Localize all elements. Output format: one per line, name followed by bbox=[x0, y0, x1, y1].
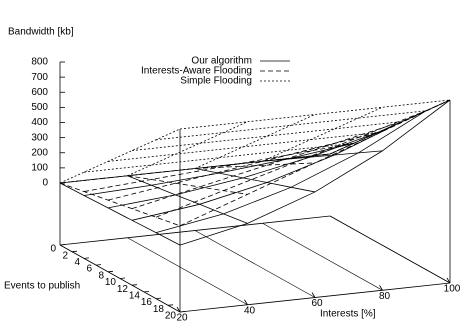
z-tick-label: 400 bbox=[31, 117, 48, 128]
x-tick bbox=[244, 299, 248, 305]
z-tick-label: 600 bbox=[31, 87, 48, 98]
z-tick-label: 200 bbox=[31, 147, 48, 158]
surface-row bbox=[155, 110, 427, 141]
y-tick-label: 20 bbox=[165, 311, 177, 322]
y-tick-label: 8 bbox=[98, 270, 104, 281]
y-tick bbox=[119, 277, 126, 279]
legend-label: Interests-Aware Flooding bbox=[141, 66, 252, 77]
chart-title: Bandwidth [kb] bbox=[8, 27, 74, 38]
y-tick-label: 16 bbox=[141, 297, 153, 308]
y-tick bbox=[155, 297, 162, 299]
surface-row bbox=[179, 99, 451, 130]
y-tick bbox=[107, 270, 114, 273]
grid-line bbox=[127, 237, 248, 306]
z-tick-label: 700 bbox=[31, 72, 48, 83]
y-tick-label: 10 bbox=[105, 277, 117, 288]
grid-line bbox=[194, 230, 316, 298]
surface-row bbox=[107, 132, 379, 209]
y-axis-label: Events to publish bbox=[4, 281, 80, 292]
y-tick bbox=[179, 311, 186, 313]
x-tick bbox=[176, 306, 181, 313]
surface-column bbox=[262, 106, 383, 162]
x-axis-label: Interests [%] bbox=[320, 309, 376, 320]
surface-row bbox=[83, 142, 355, 173]
surface-column bbox=[127, 121, 248, 177]
surface-column bbox=[194, 162, 316, 169]
y-tick bbox=[167, 304, 174, 306]
legend-label: Simple Flooding bbox=[180, 76, 252, 87]
grid-line bbox=[262, 222, 383, 291]
y-tick bbox=[59, 244, 66, 246]
surface-column bbox=[194, 114, 316, 169]
y-tick bbox=[71, 250, 78, 253]
x-tick bbox=[446, 277, 451, 284]
surface-column bbox=[59, 182, 181, 227]
surface-row bbox=[59, 153, 331, 184]
y-tick-label: 6 bbox=[86, 264, 92, 275]
surface-column bbox=[262, 131, 383, 162]
z-tick-label: 300 bbox=[31, 132, 48, 143]
y-tick-label: 12 bbox=[117, 284, 129, 295]
y-tick bbox=[95, 264, 102, 266]
legend-label: Our algorithm bbox=[191, 56, 252, 67]
x-tick bbox=[379, 285, 383, 291]
x-tick bbox=[311, 292, 316, 298]
surface-row bbox=[83, 142, 355, 196]
y-tick-label: 0 bbox=[50, 244, 56, 255]
y-tick-label: 14 bbox=[129, 291, 141, 302]
surface-column bbox=[59, 182, 181, 246]
y-tick-label: 2 bbox=[62, 250, 68, 261]
grid-line bbox=[329, 215, 451, 284]
z-tick-label: 500 bbox=[31, 102, 48, 113]
surface-column bbox=[262, 150, 383, 162]
z-tick-label: 100 bbox=[31, 163, 48, 174]
y-tick bbox=[83, 257, 90, 259]
surface-column bbox=[194, 168, 316, 193]
x-tick-label: 80 bbox=[379, 291, 391, 302]
x-tick-label: 20 bbox=[176, 313, 188, 324]
surface-column bbox=[127, 175, 248, 195]
surface-column bbox=[127, 175, 248, 224]
y-tick-label: 4 bbox=[74, 257, 80, 268]
surface-column bbox=[329, 99, 451, 155]
surface-row bbox=[131, 121, 403, 151]
y-tick bbox=[143, 291, 150, 293]
surface-column bbox=[59, 128, 181, 184]
surface-row bbox=[59, 153, 331, 184]
y-tick bbox=[131, 284, 138, 286]
y-tick-label: 18 bbox=[153, 304, 165, 315]
z-tick-label: 800 bbox=[31, 57, 48, 68]
surface-row bbox=[131, 121, 403, 210]
x-tick-label: 100 bbox=[444, 284, 461, 295]
x-tick-label: 60 bbox=[311, 298, 323, 309]
z-tick-label: 0 bbox=[42, 178, 48, 189]
grid-line bbox=[59, 244, 181, 313]
x-tick-label: 40 bbox=[244, 305, 256, 316]
surface-row bbox=[107, 132, 379, 162]
